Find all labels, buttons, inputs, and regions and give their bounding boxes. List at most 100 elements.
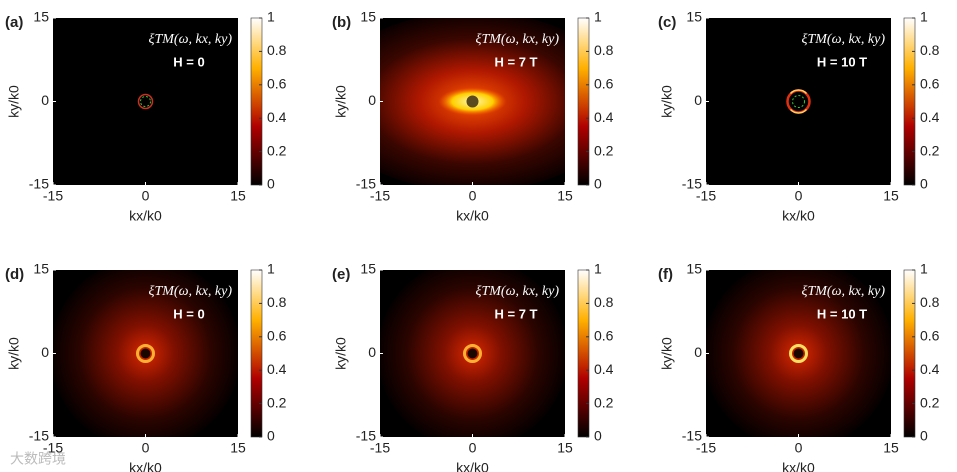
colorbar bbox=[903, 17, 916, 186]
colorbar-tick-label: 0.6 bbox=[920, 76, 940, 92]
colorbar-tick-label: 0.2 bbox=[920, 142, 940, 158]
x-tick-label: 0 bbox=[469, 440, 477, 456]
colorbar-tick-label: 0 bbox=[920, 176, 928, 192]
y-tick-label: 15 bbox=[360, 261, 376, 277]
y-tick-label: 0 bbox=[694, 344, 702, 360]
panel-label: (a) bbox=[5, 14, 23, 31]
colorbar-tick-label: 0.6 bbox=[267, 76, 287, 92]
y-tick-label: 15 bbox=[686, 261, 702, 277]
x-tick-label: 0 bbox=[469, 188, 477, 204]
field-label: H = 0 bbox=[173, 54, 204, 69]
x-tick-label: 15 bbox=[230, 440, 246, 456]
heat-arc bbox=[789, 89, 808, 114]
plot-area bbox=[706, 18, 891, 185]
colorbar-tick-label: 0.8 bbox=[594, 42, 614, 58]
colorbar bbox=[250, 17, 263, 186]
field-label: H = 7 T bbox=[495, 306, 538, 321]
x-tick-label: -15 bbox=[696, 188, 716, 204]
y-axis-label: ky/k0 bbox=[333, 85, 349, 118]
heat-core bbox=[140, 348, 151, 359]
colorbar-tick-label: 0.2 bbox=[594, 142, 614, 158]
y-tick-label: -15 bbox=[29, 176, 49, 192]
colorbar-tick-label: 0 bbox=[267, 176, 275, 192]
colorbar-tick-label: 0.8 bbox=[594, 294, 614, 310]
colorbar-tick-label: 0.2 bbox=[267, 394, 287, 410]
heat-center bbox=[466, 95, 479, 108]
heat-map bbox=[786, 89, 811, 114]
colorbar-tick-label: 0.8 bbox=[267, 294, 287, 310]
colorbar-tick-label: 0.2 bbox=[594, 394, 614, 410]
y-axis-label: ky/k0 bbox=[659, 337, 675, 370]
y-tick-label: -15 bbox=[682, 428, 702, 444]
annotation: ξTM(ω, kx, ky) bbox=[475, 32, 559, 47]
field-label: H = 10 T bbox=[817, 306, 867, 321]
x-tick-label: 15 bbox=[883, 188, 899, 204]
x-axis-label: kx/k0 bbox=[129, 460, 162, 472]
colorbar-tick-label: 0.4 bbox=[594, 361, 614, 377]
x-tick-label: 0 bbox=[142, 440, 150, 456]
colorbar-tick-label: 0 bbox=[594, 176, 602, 192]
colorbar-tick-label: 0.6 bbox=[594, 328, 614, 344]
y-tick-label: -15 bbox=[29, 428, 49, 444]
heat-map bbox=[380, 18, 565, 185]
x-tick-label: -15 bbox=[43, 188, 63, 204]
colorbar-tick-label: 0.6 bbox=[920, 328, 940, 344]
colorbar-tick-label: 0.4 bbox=[594, 109, 614, 125]
x-axis-label: kx/k0 bbox=[782, 460, 815, 472]
colorbar-tick-label: 0.8 bbox=[920, 294, 940, 310]
heat-ring bbox=[463, 344, 482, 363]
heat-ring bbox=[137, 93, 154, 110]
y-tick-label: 0 bbox=[694, 92, 702, 108]
x-axis-label: kx/k0 bbox=[129, 208, 162, 224]
y-tick-label: -15 bbox=[682, 176, 702, 192]
field-label: H = 7 T bbox=[495, 54, 538, 69]
field-label: H = 0 bbox=[173, 306, 204, 321]
heat-core bbox=[793, 348, 804, 359]
colorbar-tick-label: 0.4 bbox=[920, 361, 940, 377]
heat-map bbox=[137, 93, 154, 110]
colorbar-tick-label: 0.2 bbox=[920, 394, 940, 410]
y-tick-label: 15 bbox=[686, 9, 702, 25]
y-tick-label: 0 bbox=[368, 344, 376, 360]
x-tick-label: 0 bbox=[142, 188, 150, 204]
heat-ring bbox=[789, 344, 808, 363]
y-tick-label: 0 bbox=[368, 92, 376, 108]
field-label: H = 10 T bbox=[817, 54, 867, 69]
colorbar bbox=[903, 269, 916, 438]
heat-map bbox=[380, 270, 565, 437]
y-axis-label: ky/k0 bbox=[6, 337, 22, 370]
x-tick-label: -15 bbox=[370, 440, 390, 456]
annotation: ξTM(ω, kx, ky) bbox=[801, 284, 885, 299]
colorbar-tick-label: 1 bbox=[594, 261, 602, 277]
colorbar bbox=[577, 269, 590, 438]
annotation: ξTM(ω, kx, ky) bbox=[475, 284, 559, 299]
colorbar-tick-label: 0.4 bbox=[920, 109, 940, 125]
colorbar-tick-label: 1 bbox=[267, 261, 275, 277]
heat-map bbox=[706, 270, 891, 437]
colorbar-tick-label: 0.8 bbox=[267, 42, 287, 58]
colorbar-tick-label: 0 bbox=[267, 428, 275, 444]
x-tick-label: -15 bbox=[43, 440, 63, 456]
x-tick-label: -15 bbox=[696, 440, 716, 456]
colorbar-tick-label: 0.4 bbox=[267, 109, 287, 125]
y-axis-label: ky/k0 bbox=[6, 85, 22, 118]
watermark: 大数跨境 bbox=[10, 451, 66, 467]
y-tick-label: 15 bbox=[33, 9, 49, 25]
y-tick-label: -15 bbox=[356, 176, 376, 192]
heat-core bbox=[467, 348, 478, 359]
colorbar-tick-label: 1 bbox=[920, 261, 928, 277]
colorbar-tick-label: 1 bbox=[594, 9, 602, 25]
heat-ring-inner bbox=[140, 96, 151, 107]
heat-ring bbox=[136, 344, 155, 363]
panel-label: (b) bbox=[332, 14, 351, 31]
panel-label: (f) bbox=[658, 266, 673, 283]
x-axis-label: kx/k0 bbox=[456, 208, 489, 224]
heat-map bbox=[53, 270, 238, 437]
colorbar-tick-label: 1 bbox=[267, 9, 275, 25]
x-tick-label: 15 bbox=[230, 188, 246, 204]
panel-label: (e) bbox=[332, 266, 350, 283]
y-axis-label: ky/k0 bbox=[659, 85, 675, 118]
colorbar-tick-label: 0 bbox=[920, 428, 928, 444]
y-axis-label: ky/k0 bbox=[333, 337, 349, 370]
